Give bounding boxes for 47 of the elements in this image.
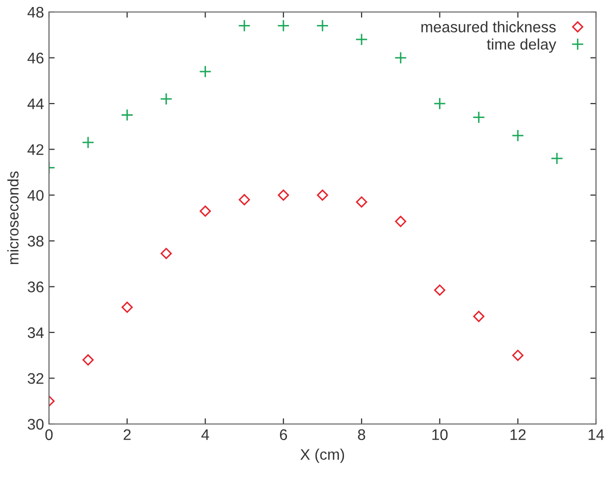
point	[355, 33, 368, 46]
x-tick-label: 6	[280, 429, 288, 440]
point	[199, 65, 212, 78]
point	[433, 97, 446, 110]
y-tick-label: 46	[28, 52, 44, 64]
point	[434, 284, 446, 296]
legend-label: time delay	[486, 38, 556, 53]
point	[512, 350, 524, 361]
y-tick-label: 44	[28, 98, 44, 110]
point	[160, 248, 172, 260]
point	[472, 111, 486, 124]
point	[277, 19, 290, 32]
point	[512, 129, 524, 142]
point	[82, 354, 94, 366]
y-tick-label: 42	[28, 144, 44, 155]
point	[356, 196, 368, 208]
point	[394, 52, 407, 64]
x-tick-label: 0	[45, 429, 53, 440]
point	[473, 310, 484, 322]
x-axis-title: X (cm)	[300, 448, 344, 463]
x-tick-label: 10	[432, 429, 448, 440]
point	[316, 190, 328, 201]
y-tick-label: 36	[28, 282, 44, 292]
x-tick-label: 14	[588, 429, 604, 440]
y-tick-label: 40	[28, 190, 44, 201]
x-tick-label: 2	[124, 429, 131, 440]
legend-label: measured thickness	[421, 21, 556, 32]
point	[200, 206, 211, 217]
point	[122, 302, 133, 313]
point	[238, 19, 251, 32]
point	[160, 92, 172, 106]
point	[120, 108, 134, 122]
y-tick-label: 30	[28, 418, 44, 430]
y-tick-label: 38	[28, 236, 44, 247]
point	[316, 19, 329, 32]
point	[395, 216, 406, 228]
y-axis-title: microseconds	[7, 171, 19, 264]
y-tick-label: 48	[28, 6, 44, 18]
point	[82, 136, 94, 149]
y-tick-label: 32	[28, 373, 44, 384]
point	[550, 152, 564, 165]
point	[238, 194, 250, 206]
point	[278, 190, 290, 201]
x-tick-label: 4	[201, 429, 210, 440]
y-tick-label: 34	[28, 327, 44, 338]
x-tick-label: 8	[358, 429, 366, 440]
x-tick-label: 12	[510, 429, 526, 440]
